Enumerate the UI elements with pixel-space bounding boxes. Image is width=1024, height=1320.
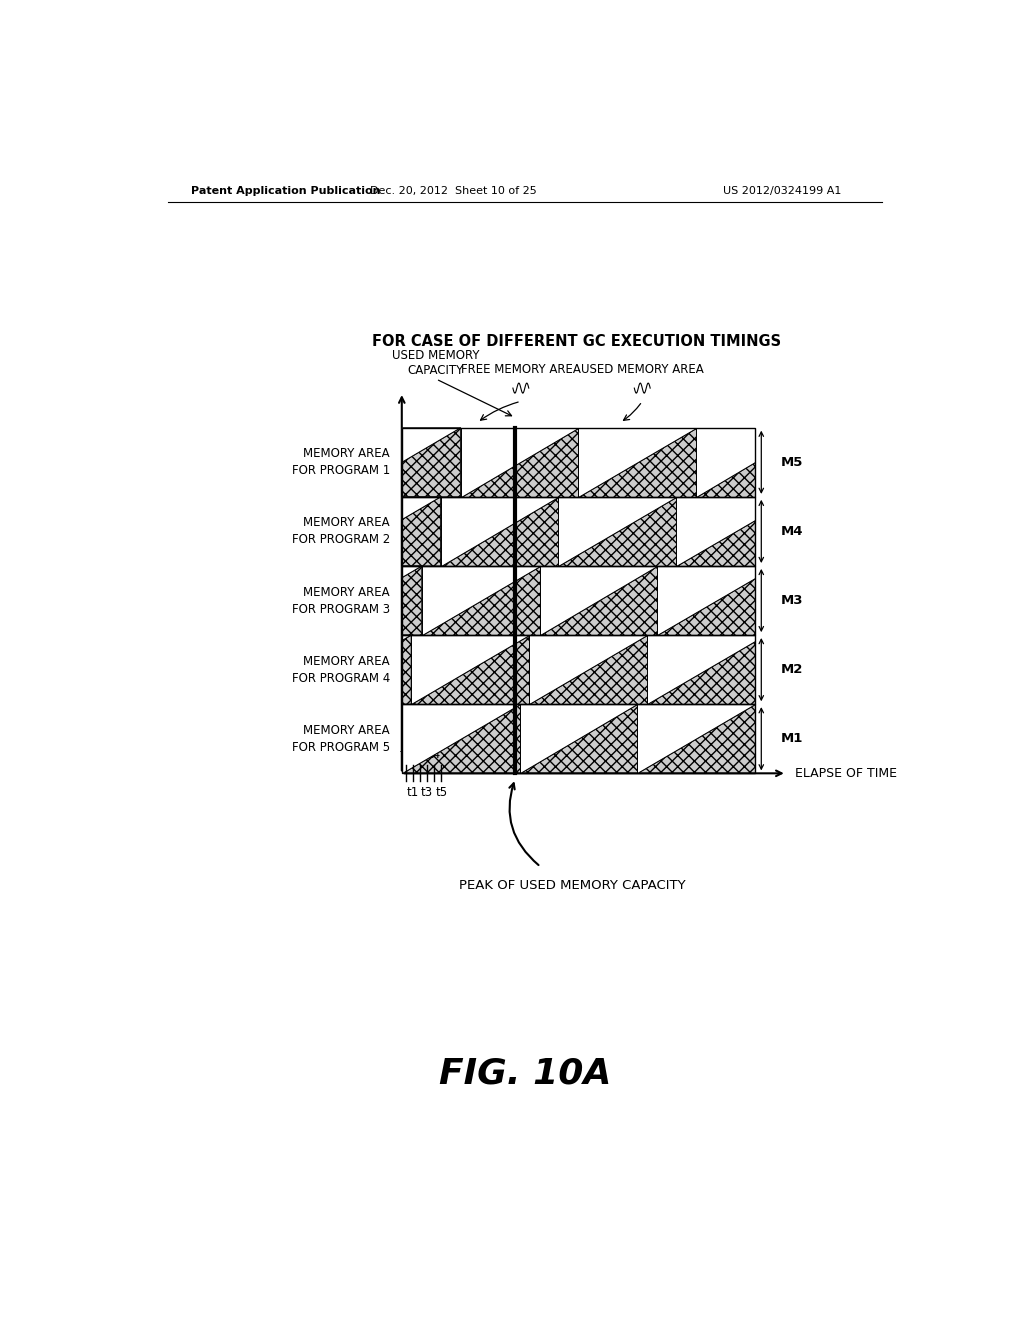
Polygon shape bbox=[401, 428, 461, 496]
Polygon shape bbox=[422, 566, 540, 635]
Polygon shape bbox=[676, 496, 755, 566]
Bar bbox=[401, 635, 755, 704]
Polygon shape bbox=[401, 496, 440, 566]
Polygon shape bbox=[401, 428, 461, 462]
Polygon shape bbox=[529, 635, 646, 704]
Polygon shape bbox=[529, 635, 646, 704]
Text: M1: M1 bbox=[781, 733, 804, 746]
Polygon shape bbox=[519, 704, 637, 774]
Bar bbox=[401, 704, 755, 774]
Polygon shape bbox=[540, 566, 657, 635]
Bar bbox=[401, 566, 755, 635]
Polygon shape bbox=[558, 496, 676, 566]
Polygon shape bbox=[401, 704, 519, 774]
Polygon shape bbox=[696, 428, 755, 496]
Text: MEMORY AREA
FOR PROGRAM 5: MEMORY AREA FOR PROGRAM 5 bbox=[292, 723, 390, 754]
Polygon shape bbox=[440, 496, 558, 566]
Polygon shape bbox=[401, 566, 422, 578]
Polygon shape bbox=[579, 428, 696, 496]
Polygon shape bbox=[519, 704, 637, 774]
Polygon shape bbox=[401, 635, 412, 704]
Text: MEMORY AREA
FOR PROGRAM 1: MEMORY AREA FOR PROGRAM 1 bbox=[292, 447, 390, 478]
Text: t4: t4 bbox=[428, 748, 440, 762]
Polygon shape bbox=[412, 635, 529, 704]
Polygon shape bbox=[412, 635, 529, 704]
Polygon shape bbox=[579, 428, 696, 496]
Text: FREE MEMORY AREA: FREE MEMORY AREA bbox=[461, 363, 581, 376]
Text: MEMORY AREA
FOR PROGRAM 3: MEMORY AREA FOR PROGRAM 3 bbox=[292, 586, 390, 615]
Polygon shape bbox=[401, 704, 519, 774]
Polygon shape bbox=[461, 428, 579, 496]
Text: Patent Application Publication: Patent Application Publication bbox=[191, 186, 381, 195]
Text: M3: M3 bbox=[781, 594, 804, 607]
Polygon shape bbox=[657, 566, 755, 635]
Text: M2: M2 bbox=[781, 663, 804, 676]
Bar bbox=[401, 428, 755, 496]
Polygon shape bbox=[540, 566, 657, 635]
Polygon shape bbox=[461, 428, 579, 496]
Text: t0: t0 bbox=[399, 748, 412, 762]
Text: USED MEMORY AREA: USED MEMORY AREA bbox=[581, 363, 703, 376]
Polygon shape bbox=[646, 635, 755, 704]
Text: M5: M5 bbox=[781, 455, 804, 469]
Text: FOR CASE OF DIFFERENT GC EXECUTION TIMINGS: FOR CASE OF DIFFERENT GC EXECUTION TIMIN… bbox=[372, 334, 781, 348]
Text: ELAPSE OF TIME: ELAPSE OF TIME bbox=[795, 767, 897, 780]
Polygon shape bbox=[422, 566, 540, 635]
Text: US 2012/0324199 A1: US 2012/0324199 A1 bbox=[723, 186, 842, 195]
Text: t5: t5 bbox=[435, 785, 447, 799]
Polygon shape bbox=[401, 496, 440, 520]
Text: t2: t2 bbox=[414, 748, 426, 762]
Bar bbox=[401, 496, 755, 566]
Text: t1: t1 bbox=[407, 785, 419, 799]
Polygon shape bbox=[696, 462, 755, 496]
Polygon shape bbox=[401, 566, 422, 635]
Text: Dec. 20, 2012  Sheet 10 of 25: Dec. 20, 2012 Sheet 10 of 25 bbox=[370, 186, 537, 195]
Text: M4: M4 bbox=[781, 525, 804, 539]
Polygon shape bbox=[657, 578, 755, 635]
Polygon shape bbox=[558, 496, 676, 566]
Text: USED MEMORY
CAPACITY: USED MEMORY CAPACITY bbox=[392, 348, 479, 378]
Text: MEMORY AREA
FOR PROGRAM 4: MEMORY AREA FOR PROGRAM 4 bbox=[292, 655, 390, 685]
Polygon shape bbox=[646, 640, 755, 704]
Polygon shape bbox=[676, 520, 755, 566]
Polygon shape bbox=[440, 496, 558, 566]
Text: t3: t3 bbox=[421, 785, 433, 799]
Polygon shape bbox=[637, 704, 755, 774]
Polygon shape bbox=[401, 635, 412, 640]
Text: PEAK OF USED MEMORY CAPACITY: PEAK OF USED MEMORY CAPACITY bbox=[459, 879, 686, 891]
Text: MEMORY AREA
FOR PROGRAM 2: MEMORY AREA FOR PROGRAM 2 bbox=[292, 516, 390, 546]
Polygon shape bbox=[637, 704, 755, 774]
Text: FIG. 10A: FIG. 10A bbox=[438, 1056, 611, 1090]
